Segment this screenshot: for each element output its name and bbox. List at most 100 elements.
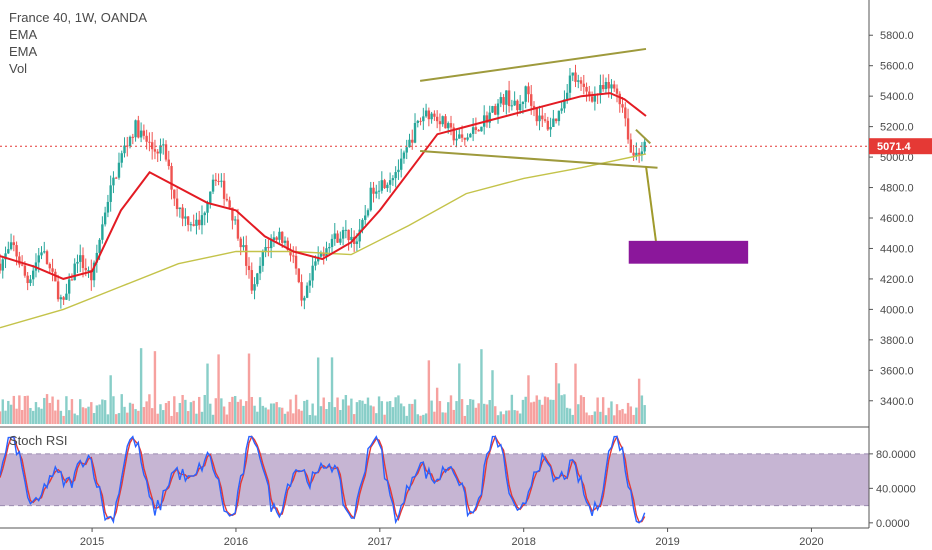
volume-bar xyxy=(541,404,544,424)
target-zone[interactable] xyxy=(628,240,749,264)
volume-bar xyxy=(505,410,508,424)
volume-bar xyxy=(632,414,635,424)
stoch-tick-label: 0.0000 xyxy=(876,518,910,530)
candle-body xyxy=(15,245,18,257)
volume-bar xyxy=(137,410,140,424)
candle-body xyxy=(477,130,480,132)
symbol-title[interactable]: France 40, 1W, OANDA xyxy=(9,10,147,25)
candle-body xyxy=(106,201,110,213)
candle-body xyxy=(496,103,500,115)
indicator-ema-2[interactable]: EMA xyxy=(9,44,38,59)
candle-body xyxy=(23,265,27,276)
volume-bar xyxy=(422,414,425,424)
volume-bar xyxy=(87,406,90,424)
volume-bar xyxy=(391,407,395,424)
candle-body xyxy=(328,247,331,249)
indicator-ema-1[interactable]: EMA xyxy=(9,27,38,42)
volume-bar xyxy=(214,398,218,424)
candle-body xyxy=(599,85,602,95)
candle-body xyxy=(516,100,519,111)
candle-body xyxy=(18,256,21,265)
candle-body xyxy=(574,72,577,82)
candle-body xyxy=(225,198,229,201)
volume-bar xyxy=(283,413,287,424)
candle-body xyxy=(532,105,536,109)
price-tick-label: 5000.0 xyxy=(880,152,914,164)
volume-bar xyxy=(377,396,381,424)
candle-body xyxy=(579,80,583,84)
candle-body xyxy=(560,108,563,111)
volume-bar xyxy=(198,396,201,424)
candle-body xyxy=(26,275,29,284)
volume-bar xyxy=(189,402,193,424)
volume-bar xyxy=(70,399,74,424)
candle-body xyxy=(303,297,306,301)
candle-body xyxy=(557,110,561,122)
candle-body xyxy=(521,101,525,105)
candle-body xyxy=(604,82,608,90)
volume-bar xyxy=(626,402,630,424)
candle-body xyxy=(73,263,76,281)
candle-body xyxy=(103,212,107,225)
candle-body xyxy=(339,238,342,243)
volume-bar xyxy=(516,410,519,424)
candle-body xyxy=(372,187,375,194)
volume-bar xyxy=(491,370,494,424)
candle-body xyxy=(624,107,627,119)
time-axis[interactable]: 2015 2016 2017 2018 2019 2020 xyxy=(80,528,824,548)
candle-body xyxy=(292,255,295,257)
stoch-rsi-title[interactable]: Stoch RSI xyxy=(9,433,68,448)
candle-body xyxy=(524,86,527,102)
volume-bar xyxy=(200,411,204,424)
volume-bar xyxy=(26,395,29,424)
volume-bar xyxy=(394,397,397,424)
candle-body xyxy=(543,119,547,121)
volume-bar xyxy=(247,353,251,424)
volume-bar xyxy=(131,403,135,424)
stoch-tick-label: 80.0000 xyxy=(876,449,916,461)
indicator-vol[interactable]: Vol xyxy=(9,61,28,76)
volume-bar xyxy=(449,395,453,424)
volume-bar xyxy=(84,408,87,424)
volume-bar xyxy=(339,410,342,424)
price-axis[interactable] xyxy=(869,0,932,550)
volume-bar xyxy=(386,401,389,424)
candle-body xyxy=(474,127,478,131)
volume-bar xyxy=(211,414,215,424)
candle-body xyxy=(137,120,140,138)
volume-bar xyxy=(43,397,46,424)
candle-body xyxy=(527,86,530,95)
volume-bar xyxy=(438,401,442,424)
volume-bar xyxy=(590,415,594,424)
volume-bar xyxy=(408,403,411,424)
volume-bar xyxy=(15,408,18,424)
candle-body xyxy=(643,141,646,152)
candle-body xyxy=(184,216,187,219)
volume-bar xyxy=(352,414,356,424)
candle-body xyxy=(502,97,505,105)
volume-bar xyxy=(460,399,464,424)
volume-bar xyxy=(164,403,168,424)
volume-bar xyxy=(637,378,641,424)
volume-bar xyxy=(18,395,21,424)
volume-bar xyxy=(568,408,572,424)
candle-body xyxy=(12,242,16,246)
candle-body xyxy=(549,126,552,130)
volume-bar xyxy=(32,410,35,424)
candle-body xyxy=(195,219,198,226)
volume-bar xyxy=(65,396,68,424)
candle-body xyxy=(275,237,278,240)
volume-bar xyxy=(206,363,209,424)
candle-body xyxy=(67,279,71,294)
volume-bar xyxy=(34,402,38,424)
volume-bar xyxy=(311,403,314,424)
time-tick-label: 2017 xyxy=(368,536,392,548)
volume-bar xyxy=(117,413,121,424)
volume-bar xyxy=(126,412,129,424)
candle-body xyxy=(173,189,176,199)
candle-body xyxy=(217,180,220,182)
candle-body xyxy=(7,249,10,254)
chart-legend[interactable]: France 40, 1W, OANDA EMA EMA Vol xyxy=(9,9,147,77)
candle-body xyxy=(635,152,638,156)
